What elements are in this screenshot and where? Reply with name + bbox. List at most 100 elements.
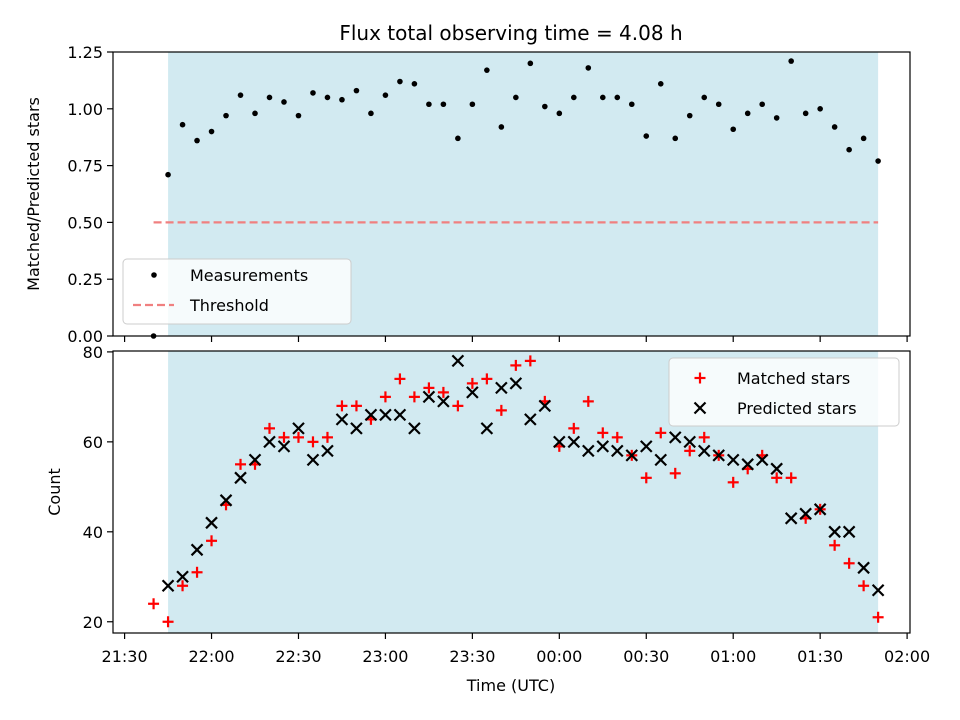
matched-star-point: [206, 535, 218, 547]
predicted-star-point: [828, 525, 841, 539]
matched-star-point: [568, 422, 580, 434]
measurement-point: [875, 158, 881, 164]
measurement-point: [237, 92, 244, 98]
predicted-star-point: [871, 583, 885, 597]
matched-star-point: [611, 431, 623, 443]
legend-matched-marker: [694, 372, 706, 384]
measurement-point: [469, 101, 476, 108]
predicted-star-point: [799, 507, 812, 521]
x-tick-label: 02:00: [884, 647, 930, 666]
matched-star-point: [350, 400, 362, 412]
predicted-star-point: [567, 435, 581, 449]
predicted-star-point: [538, 399, 552, 413]
predicted-star-point: [234, 471, 247, 485]
predicted-star-point: [611, 444, 624, 458]
measurement-point: [831, 124, 838, 130]
matched-star-point: [177, 580, 189, 592]
predicted-star-point: [190, 543, 204, 557]
x-tick-label: 01:00: [710, 647, 756, 666]
matched-star-point: [597, 427, 609, 439]
measurement-point: [223, 112, 229, 119]
y-tick-label: 0.25: [67, 270, 103, 289]
matched-star-point: [408, 391, 420, 403]
y-tick-label: 1.00: [67, 100, 103, 119]
y-tick-label: 1.25: [67, 43, 103, 62]
bottom-axes-frame: [112, 350, 911, 634]
measurement-point: [295, 112, 302, 119]
measurement-point: [266, 94, 273, 101]
predicted-star-point: [422, 390, 436, 404]
y-tick-label: 0.00: [67, 327, 103, 346]
matched-star-point: [235, 458, 247, 470]
matched-star-point: [148, 598, 160, 610]
measurement-point: [353, 87, 360, 94]
top-axes-frame: [112, 51, 911, 337]
predicted-star-point: [683, 435, 697, 449]
matched-star-point: [437, 386, 449, 398]
legend-predicted-marker: [693, 401, 707, 415]
top-legend: Measurements Threshold: [122, 258, 352, 325]
measurement-point: [208, 128, 215, 135]
measurement-point: [165, 171, 171, 178]
matched-star-point: [466, 377, 478, 389]
measurement-point: [382, 92, 389, 98]
predicted-star-point: [263, 435, 276, 449]
top-panel: 0.00 0.25 0.50 0.75 1.00 1.25 Matched/Predict…: [24, 43, 911, 346]
predicted-star-point: [437, 395, 450, 408]
x-tick-label: 00:00: [536, 647, 582, 666]
matched-star-point: [336, 400, 348, 412]
matched-star-point: [495, 404, 507, 416]
measurement-point: [324, 94, 331, 101]
measurement-point: [672, 135, 679, 142]
predicted-star-point: [726, 453, 740, 467]
measurement-point: [281, 99, 287, 105]
predicted-star-point: [205, 516, 218, 530]
matched-star-point: [481, 373, 493, 385]
y-tick-label: 40: [83, 523, 103, 542]
matched-star-point: [278, 431, 290, 443]
measurement-point: [513, 94, 519, 101]
legend-plus-glyph: [694, 372, 706, 384]
y-tick-label: 0.50: [67, 213, 103, 232]
predicted-star-point: [335, 413, 349, 426]
x-tick-label: 22:30: [275, 647, 321, 666]
matched-star-point: [307, 436, 319, 448]
matched-star-point: [698, 431, 710, 443]
x-tick-label: 01:30: [797, 647, 843, 666]
predicted-star-point: [509, 377, 523, 390]
measurement-point: [252, 110, 258, 117]
measurement-point: [484, 67, 490, 73]
predicted-star-point: [842, 525, 856, 539]
predicted-star-point: [248, 453, 262, 467]
matched-star-point: [379, 391, 391, 403]
matched-star-point: [858, 580, 870, 592]
predicted-star-point: [668, 431, 682, 444]
measurement-point: [730, 126, 737, 133]
measurement-point: [599, 94, 606, 101]
matched-star-point: [669, 467, 681, 479]
x-tick-label: 23:00: [362, 647, 408, 666]
matched-star-point: [191, 566, 203, 578]
predicted-star-point: [277, 440, 291, 453]
top-y-axis-label: Matched/Predicted stars: [24, 97, 43, 291]
measurement-point: [701, 94, 708, 101]
measurement-point: [614, 94, 621, 101]
measurement-point: [339, 96, 345, 103]
legend-predicted-label: Predicted stars: [737, 399, 857, 418]
x-tick-label: 23:30: [449, 647, 495, 666]
predicted-star-point: [553, 435, 566, 449]
predicted-star-point: [625, 449, 639, 462]
matched-star-point: [640, 472, 652, 484]
matched-star-point: [321, 431, 333, 443]
matched-star-point: [582, 395, 594, 407]
bottom-legend: Matched stars Predicted stars: [668, 357, 900, 427]
measurement-point: [715, 101, 722, 108]
predicted-star-point: [712, 449, 725, 462]
measurement-point: [455, 135, 461, 142]
measurement-point: [759, 101, 765, 108]
bottom-panel: 20 40 60 80 21:30 22:00 22:30 23:00 23:30 00:00 0…: [45, 343, 930, 695]
predicted-star-point: [219, 494, 233, 507]
matched-star-point: [452, 400, 464, 412]
x-tick-label: 21:30: [102, 647, 148, 666]
x-axis-label: Time (UTC): [466, 676, 555, 695]
